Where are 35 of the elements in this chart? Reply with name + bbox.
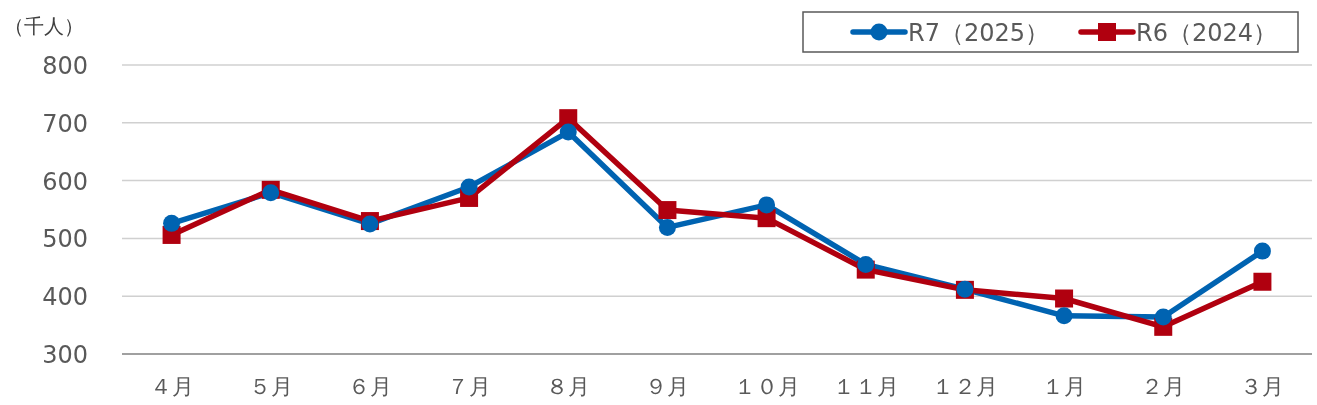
x-tick-label: ３月 — [1240, 374, 1285, 399]
y-tick-label: 300 — [42, 341, 88, 369]
point — [1253, 272, 1272, 291]
point — [559, 109, 578, 128]
point — [758, 196, 776, 214]
x-tick-label: １１月 — [832, 374, 899, 399]
x-tick-label: ４月 — [149, 374, 194, 399]
point — [1154, 308, 1172, 326]
y-tick-label: 600 — [42, 167, 88, 196]
y-axis-title: （千人） — [4, 14, 84, 38]
x-tick-label: １月 — [1042, 374, 1087, 399]
point — [1055, 289, 1074, 308]
legend-label: R7（2025） — [908, 19, 1050, 47]
y-tick-label: 800 — [42, 52, 88, 80]
x-tick-label: ２月 — [1141, 374, 1186, 399]
point — [1253, 242, 1271, 260]
y-tick-label: 400 — [42, 283, 88, 312]
point — [658, 218, 676, 236]
point — [559, 123, 577, 141]
x-tick-label: ６月 — [347, 374, 392, 399]
point — [658, 201, 677, 220]
legend-label: R6（2024） — [1136, 19, 1278, 47]
point — [1055, 307, 1073, 325]
x-tick-label: ５月 — [248, 374, 293, 399]
point — [460, 178, 478, 196]
x-tick-label: １０月 — [733, 374, 800, 399]
x-tick-label: １２月 — [931, 374, 998, 399]
x-tick-label: ９月 — [645, 374, 690, 399]
point — [857, 255, 875, 273]
x-tick-label: ８月 — [546, 374, 591, 399]
point — [262, 184, 280, 202]
point — [163, 214, 181, 232]
y-tick-label: 500 — [42, 225, 88, 254]
x-tick-label: ７月 — [447, 374, 492, 399]
y-tick-label: 700 — [42, 109, 88, 138]
